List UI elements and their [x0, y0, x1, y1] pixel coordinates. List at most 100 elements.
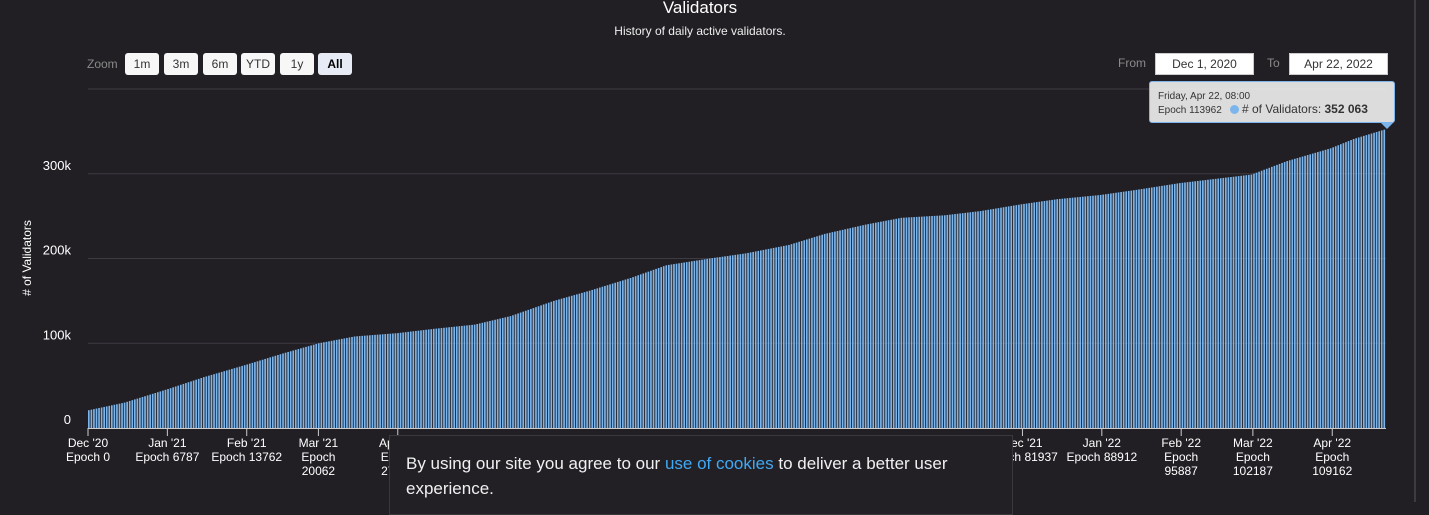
validator-bar — [846, 228, 849, 428]
validator-bar — [192, 380, 195, 428]
validator-bar — [954, 214, 956, 428]
validator-bar — [1327, 149, 1329, 428]
validator-bar — [139, 397, 141, 428]
zoom-ytd-button[interactable]: YTD — [241, 53, 275, 75]
validator-bar — [169, 388, 172, 428]
validator-bar — [111, 405, 113, 428]
validator-bar — [905, 217, 908, 428]
zoom-6m-button[interactable]: 6m — [203, 53, 237, 75]
validator-bar — [650, 270, 652, 428]
validator-bar — [1378, 131, 1380, 428]
validator-bar — [739, 254, 742, 428]
validator-bar — [476, 324, 479, 428]
range-from-input[interactable]: Dec 1, 2020 — [1155, 53, 1254, 75]
validator-bar — [974, 211, 977, 428]
x-tick-label: Epoch 88912 — [1066, 450, 1137, 464]
validator-bar — [752, 251, 754, 428]
validator-bar — [576, 294, 578, 428]
x-tick-label: Dec '20 — [68, 436, 109, 450]
validator-bar — [1076, 197, 1079, 428]
zoom-1m-button[interactable]: 1m — [125, 53, 159, 75]
validator-bar — [517, 313, 519, 428]
validator-bar — [305, 346, 307, 428]
validator-bar — [1304, 155, 1306, 429]
x-tick-label: Epoch — [1315, 450, 1349, 464]
validator-bar — [404, 332, 407, 428]
validator-bar — [478, 323, 481, 428]
range-to-input[interactable]: Apr 22, 2022 — [1289, 53, 1388, 75]
x-tick-label: Epoch 0 — [66, 450, 110, 464]
validator-bar — [923, 216, 926, 428]
tooltip-pointer-icon — [1380, 122, 1394, 129]
validator-bar — [604, 285, 606, 428]
validator-bar — [172, 387, 174, 428]
validator-bar — [197, 378, 200, 428]
validator-bar — [813, 237, 816, 428]
validator-bar — [427, 329, 430, 428]
validator-bar — [1258, 171, 1260, 428]
validator-bar — [742, 253, 744, 428]
validator-bar — [928, 216, 931, 428]
validator-bar — [1023, 203, 1025, 428]
validator-bar — [1253, 173, 1255, 428]
validator-bar — [938, 215, 941, 428]
validator-bar — [131, 400, 134, 428]
zoom-3m-button[interactable]: 3m — [164, 53, 198, 75]
zoom-1y-button[interactable]: 1y — [280, 53, 314, 75]
validator-bar — [1248, 174, 1250, 428]
x-tick-label: Jan '22 — [1083, 436, 1122, 450]
validator-bar — [591, 289, 594, 428]
validator-bar — [1319, 151, 1322, 428]
zoom-all-button[interactable]: All — [318, 53, 352, 75]
validator-bar — [121, 403, 123, 428]
validator-bar — [335, 339, 338, 428]
validator-bar — [1265, 168, 1268, 429]
validator-bar — [320, 342, 323, 428]
validator-bar — [1232, 176, 1235, 428]
cookie-policy-link[interactable]: use of cookies — [664, 454, 774, 473]
validator-bar — [371, 335, 374, 428]
validator-bar — [118, 403, 121, 428]
validator-bar — [98, 408, 100, 428]
validator-bar — [379, 334, 381, 428]
validator-bar — [392, 333, 394, 428]
validator-bar — [918, 216, 921, 428]
validator-bar — [1179, 183, 1181, 428]
validator-bar — [1368, 134, 1370, 428]
validator-bar — [1081, 196, 1084, 428]
validator-bar — [624, 279, 627, 428]
validator-bar — [1058, 198, 1061, 428]
x-tick-label: Mar '22 — [1233, 436, 1273, 450]
validator-bar — [885, 220, 887, 428]
validator-bar — [1352, 139, 1355, 428]
validator-bar — [1043, 200, 1046, 428]
validator-bar — [269, 357, 272, 428]
validator-bar — [726, 255, 729, 428]
y-axis-title: # of Validators — [20, 220, 34, 296]
series-dot-icon — [1230, 105, 1239, 114]
validator-bar — [453, 326, 456, 428]
validator-bar — [1084, 196, 1087, 428]
validator-bar — [330, 340, 333, 428]
y-tick-label: 200k — [43, 243, 72, 258]
validator-bar — [760, 250, 762, 428]
validator-bar — [1245, 175, 1248, 428]
validator-bar — [601, 286, 604, 428]
validator-bar — [1263, 169, 1266, 428]
validator-bar — [670, 264, 673, 428]
validator-bar — [634, 276, 637, 428]
x-tick-label: Feb '22 — [1161, 436, 1201, 450]
validator-bar — [665, 265, 668, 428]
validator-bar — [1225, 177, 1227, 428]
validator-bar — [984, 210, 987, 428]
validator-bar — [660, 267, 663, 428]
validator-bar — [1237, 176, 1240, 428]
validator-bar — [463, 325, 466, 428]
validator-bar — [450, 326, 453, 428]
validator-bar — [389, 333, 392, 428]
validator-bar — [1373, 132, 1375, 428]
validator-bar — [1363, 135, 1365, 428]
validator-bar — [315, 343, 318, 428]
x-tick-label: Feb '21 — [227, 436, 267, 450]
